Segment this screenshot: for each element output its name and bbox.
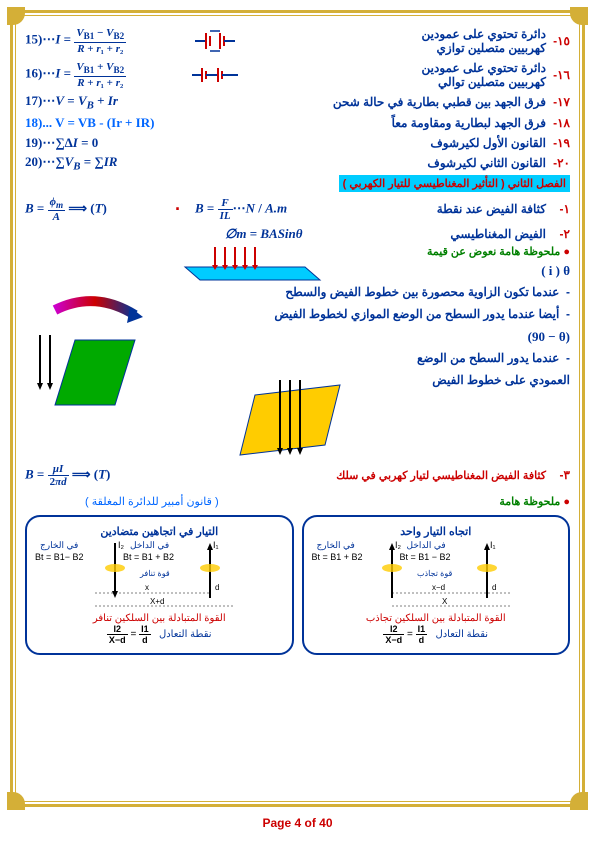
b-formula-2: B = FIL⋯N / A.m (195, 197, 335, 222)
svg-text:d: d (492, 583, 496, 592)
item-row: 19)⋯∑ΔI = 0 القانون الأول لكيرشوف ١٩- (25, 134, 570, 152)
svg-text:I₂: I₂ (118, 540, 125, 550)
svg-text:I₁: I₁ (490, 540, 496, 550)
formula-16: 16)⋯I = VB1 + VB2R + r₁ + r₂ (25, 61, 175, 88)
corner-icon (570, 792, 588, 810)
item-number: ١٩- (546, 136, 570, 150)
formula-15: 15)⋯I = VB1 − VB2R + r₁ + r₂ (25, 27, 175, 54)
bullet-formula: (90 − θ) (528, 329, 570, 345)
svg-text:I₁: I₁ (213, 540, 219, 550)
note-text: ● ملحوظة هامة (285, 495, 570, 508)
item-text: فرق الجهد لبطارية ومقاومة معاً (215, 116, 546, 130)
formula-17: 17)⋯V = VB + Ir (25, 93, 175, 112)
item-text: القانون الأول لكيرشوف (175, 136, 546, 150)
box-opposite: التيار في اتجاهين متضادين في الخارج Bt =… (25, 515, 294, 655)
box-bottom: القوة المتبادلة بين السلكين تنافر (35, 613, 284, 624)
chapter-title: الفصل الثاني ( التأثير المغناطيسي للتيار… (25, 175, 570, 192)
item-row: 16)⋯I = VB1 + VB2R + r₁ + r₂ دائرة تحتوي… (25, 59, 570, 91)
box-title: التيار في اتجاهين متضادين (35, 525, 284, 538)
plane-vertical-icon (225, 380, 355, 460)
section-text: كثافة الفيض عند نقطة (335, 202, 546, 216)
parallel-battery-icon (175, 27, 255, 55)
section-number: ٣- (546, 468, 570, 482)
item-number: ١٥- (546, 34, 570, 48)
section-row: B = μI2πd ⟹ (T) كثافة الفيض المغناطيسي ل… (25, 460, 570, 490)
section-number: ١- (546, 202, 570, 216)
page: 15)⋯I = VB1 − VB2R + r₁ + r₂ دائرة تحتوي… (0, 0, 595, 842)
flux-diagram-1: ● ملحوظة هامة نعوض عن قيمة ( i ) θ (25, 245, 570, 285)
formula-18: 18)... V = VB - (Ir + IR) (25, 115, 215, 131)
formula-20: 20)⋯∑VB = ∑IR (25, 154, 175, 173)
bullet-text: - أيضا عندما يدور السطح من الوضع الموازي… (190, 307, 570, 321)
item-row: 17)⋯V = VB + Ir فرق الجهد بين قطبي بطاري… (25, 93, 570, 112)
content-area: 15)⋯I = VB1 − VB2R + r₁ + r₂ دائرة تحتوي… (25, 25, 570, 792)
note-text: ● ملحوظة هامة نعوض عن قيمة (427, 245, 570, 258)
svg-text:x−d: x−d (432, 583, 445, 592)
wires-same-icon: I₂ I₁ قوة تجاذب x−d d X (312, 538, 552, 608)
section-number: ٢- (546, 227, 570, 241)
box-bottom: القوة المتبادلة بين السلكين تجاذب (312, 613, 561, 624)
svg-text:X+d: X+d (150, 597, 164, 606)
section-text: الفيض المغناطيسي (345, 227, 546, 241)
item-number: ٢٠- (546, 156, 570, 170)
series-battery-icon (175, 65, 255, 85)
note-row: ( قانون أمبير للدائرة المغلقة ) ● ملحوظة… (25, 492, 570, 510)
item-text: دائرة تحتوي على عمودين كهربيين متصلين تو… (255, 27, 546, 55)
item-number: ١٦- (546, 68, 570, 82)
item-row: 20)⋯∑VB = ∑IR القانون الثاني لكيرشوف ٢٠- (25, 154, 570, 173)
ampere-note: ( قانون أمبير للدائرة المغلقة ) (85, 495, 285, 508)
svg-text:x: x (145, 583, 149, 592)
b-formula-1: B = ϕmA ⟹ (T) (25, 196, 175, 223)
dot-icon: · (175, 199, 195, 220)
svg-text:قوة تجاذب: قوة تجاذب (417, 569, 452, 578)
section-row: B = ϕmA ⟹ (T) · B = FIL⋯N / A.m كثافة ال… (25, 195, 570, 223)
box-diagram: في الخارج Bt = B1 + B2 في الداخل Bt = B1… (312, 538, 561, 613)
flux-formula: ∅m = BASinθ (225, 226, 345, 242)
bullet-text: العمودي على خطوط الفيض (370, 373, 570, 387)
item-text: القانون الثاني لكيرشوف (175, 156, 546, 170)
box-eq: I2X−d = I1d نقطة التعادل (312, 624, 561, 645)
box-title: اتجاه التيار واحد (312, 525, 561, 538)
note-theta: ( i ) θ (541, 263, 570, 279)
bullets-diagrams: - عندما تكون الزاوية محصورة بين خطوط الف… (25, 285, 570, 460)
box-eq: I2X−d = I1d نقطة التعادل (35, 624, 284, 645)
bullet-text: - عندما يدور السطح من الوضع (370, 351, 570, 365)
bullet-text: - عندما تكون الزاوية محصورة بين خطوط الف… (190, 285, 570, 299)
item-number: ١٨- (546, 116, 570, 130)
item-text: دائرة تحتوي على عمودين كهربيين متصلين تو… (255, 61, 546, 89)
svg-text:d: d (215, 583, 219, 592)
plane-arrows-icon (165, 245, 325, 285)
item-text: فرق الجهد بين قطبي بطارية في حالة شحن (175, 95, 546, 109)
force-label: قوة تنافر (139, 569, 170, 578)
box-same: اتجاه التيار واحد في الخارج Bt = B1 + B2… (302, 515, 571, 655)
section-row: ∅m = BASinθ الفيض المغناطيسي ٢- (25, 225, 570, 243)
page-footer: Page 4 of 40 (0, 816, 595, 830)
item-row: 18)... V = VB - (Ir + IR) فرق الجهد لبطا… (25, 114, 570, 132)
item-number: ١٧- (546, 95, 570, 109)
section-text: كثافة الفيض المغناطيسي لتيار كهربي في سل… (175, 469, 546, 482)
formula-19: 19)⋯∑ΔI = 0 (25, 135, 175, 151)
item-row: 15)⋯I = VB1 − VB2R + r₁ + r₂ دائرة تحتوي… (25, 25, 570, 57)
wire-boxes: التيار في اتجاهين متضادين في الخارج Bt =… (25, 515, 570, 655)
b-formula-3: B = μI2πd ⟹ (T) (25, 463, 175, 488)
svg-text:X: X (442, 597, 448, 606)
svg-text:I₂: I₂ (395, 540, 402, 550)
box-diagram: في الخارج Bt = B1− B2 في الداخل Bt = B1 … (35, 538, 284, 613)
rotation-diagram-icon (25, 295, 165, 415)
wires-opposite-icon: I₂ I₁ قوة تنافر x d X+d (35, 538, 275, 608)
